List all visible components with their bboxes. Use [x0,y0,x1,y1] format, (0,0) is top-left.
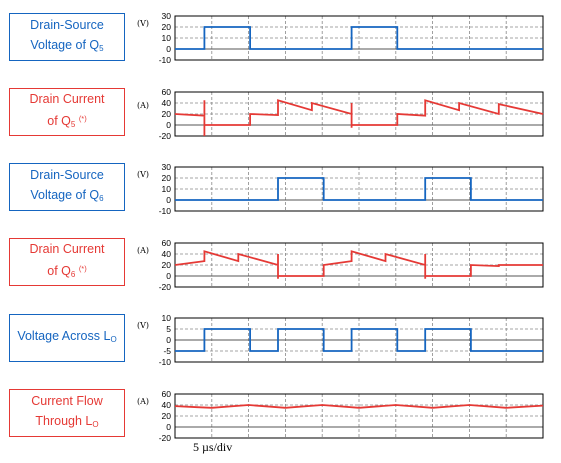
label-box-v-lo: Voltage Across LO [9,314,125,362]
plot-frame [174,317,544,363]
label-text: 6 [70,270,76,279]
label-line: Through LO [35,411,98,435]
label-line: Current Flow [31,391,103,411]
y-tick-label: 20 [162,173,172,183]
label-box-vds-q6: Drain-Source Voltage of Q6 [9,163,125,211]
y-tick-label: 10 [162,313,172,323]
label-text: of Q [47,114,71,128]
y-tick-label: 60 [162,389,172,399]
series-line [174,99,544,136]
unit-label: (V) [137,19,150,28]
y-tick-label: 40 [162,400,172,410]
label-line: Drain-Source [30,165,104,185]
plot-frame [174,393,544,439]
unit-label: (V) [137,321,150,330]
label-text: of Q [47,264,71,278]
label-line: Drain Current [29,239,104,259]
y-tick-label: -10 [159,55,172,65]
y-tick-label: 60 [162,238,172,248]
plot-frame [174,15,544,61]
y-tick-label: 20 [162,260,172,270]
y-tick-label: 0 [166,120,171,130]
y-tick-label: 40 [162,249,172,259]
label-text: 6 [99,194,104,203]
unit-label: (A) [137,397,150,406]
y-tick-label: 5 [166,324,171,334]
unit-label: (A) [137,101,150,110]
y-tick-label: 20 [162,411,172,421]
y-tick-label: 0 [166,195,171,205]
y-tick-label: 20 [162,22,172,32]
y-tick-label: 0 [166,44,171,54]
label-text: Current Flow [31,394,103,408]
y-tick-label: 10 [162,184,172,194]
series-line [175,177,543,201]
label-text: O [92,420,99,429]
label-text: Drain Current [29,242,105,256]
label-line: Voltage of Q5 [30,35,103,59]
y-tick-label: 0 [166,335,171,345]
label-text: (*) [78,114,87,123]
label-text: Drain-Source [30,18,104,32]
label-text: Voltage of Q [30,38,100,52]
y-tick-label: 30 [162,11,172,21]
y-tick-label: 0 [166,271,171,281]
label-line: Voltage Across LO [17,326,116,350]
y-tick-label: 20 [162,109,172,119]
label-text: O [110,335,117,344]
y-tick-label: 10 [162,33,172,43]
y-tick-label: -5 [163,346,171,356]
series-line [175,328,543,352]
label-text: Voltage of Q [30,188,100,202]
label-box-vds-q5: Drain-Source Voltage of Q5 [9,13,125,61]
y-tick-label: 60 [162,87,172,97]
series-line [174,250,543,279]
label-text: (*) [78,264,87,273]
plot-frame [174,242,544,288]
y-tick-label: -10 [159,206,172,216]
label-line: of Q5 (*) [47,109,86,135]
label-text: Drain-Source [30,168,104,182]
label-text: Drain Current [29,92,105,106]
series-line [175,26,543,50]
plot-frame [174,91,544,137]
label-line: Drain-Source [30,15,104,35]
label-text: 5 [70,120,76,129]
y-tick-label: 30 [162,162,172,172]
unit-label: (V) [137,170,150,179]
unit-label: (A) [137,246,150,255]
label-box-id-q6: Drain Current of Q6 (*) [9,238,125,286]
y-tick-label: 40 [162,98,172,108]
label-box-i-lo: Current Flow Through LO [9,389,125,437]
label-text: Voltage Across L [17,329,111,343]
series-line [174,404,544,409]
time-scale-label: 5 µs/div [193,440,233,454]
label-line: of Q6 (*) [47,259,86,285]
label-line: Voltage of Q6 [30,185,103,209]
y-tick-label: -10 [159,357,172,367]
y-tick-label: -20 [159,131,172,141]
label-line: Drain Current [29,89,104,109]
y-tick-label: -20 [159,433,172,443]
plot-frame [174,166,544,212]
y-tick-label: -20 [159,282,172,292]
label-box-id-q5: Drain Current of Q5 (*) [9,88,125,136]
label-text: Through L [35,414,93,428]
label-text: 5 [99,44,104,53]
y-tick-label: 0 [166,422,171,432]
